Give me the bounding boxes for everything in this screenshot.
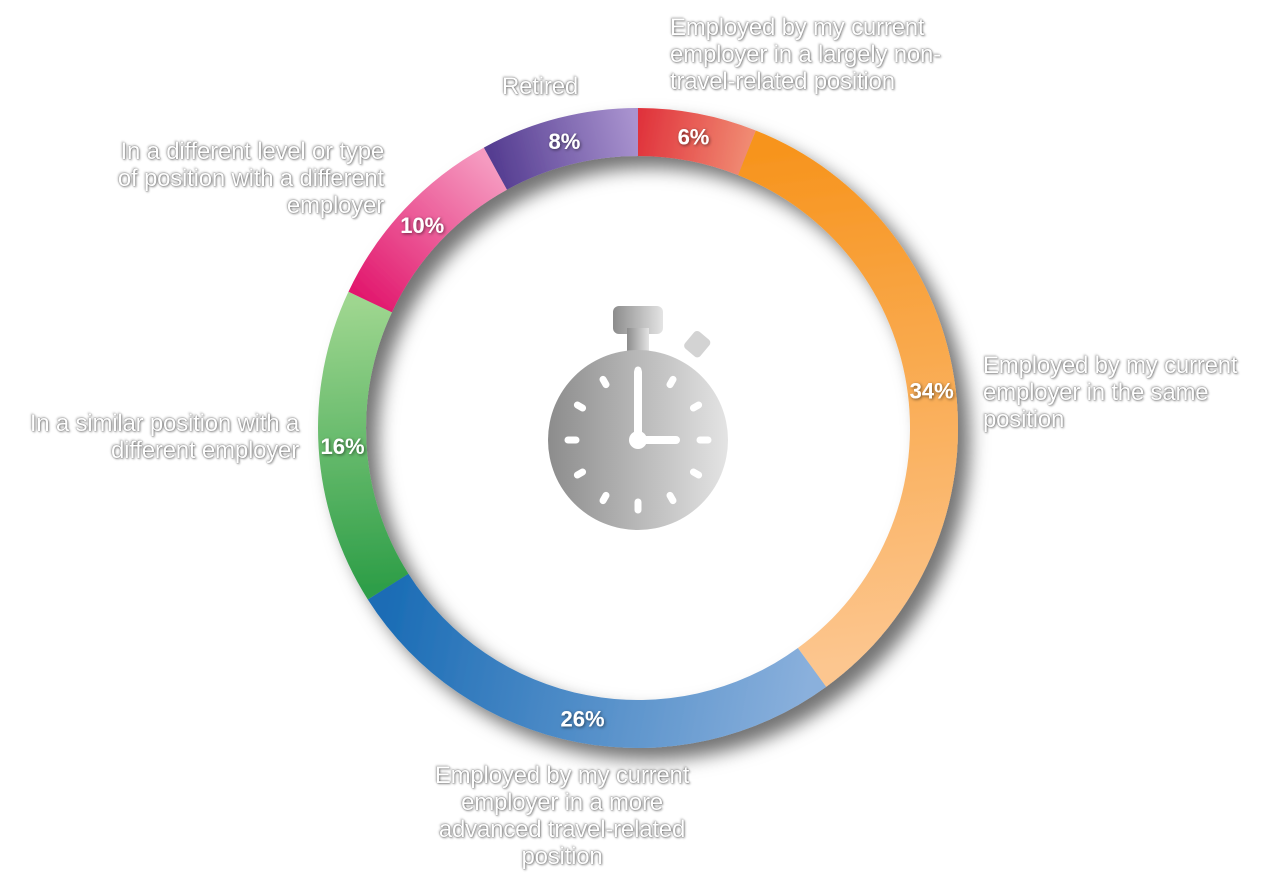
donut-slice <box>483 108 638 190</box>
donut-slice <box>318 291 409 600</box>
slice-value-label: 10% <box>400 213 444 238</box>
stopwatch-icon <box>548 306 728 530</box>
label-current-employer-more-advanced: Employed by my current employer in a mor… <box>434 762 690 870</box>
slice-value-label: 34% <box>910 378 954 403</box>
label-retired: Retired <box>502 73 578 100</box>
donut-ring <box>318 108 959 749</box>
slice-value-label: 8% <box>548 129 580 154</box>
donut-slice <box>638 108 756 176</box>
label-current-employer-non-travel: Employed by my current employer in a lar… <box>670 14 941 95</box>
slice-value-label: 26% <box>561 706 605 731</box>
donut-slice <box>367 573 827 749</box>
donut-slice <box>738 130 959 687</box>
label-similar-position-different-employer: In a similar position with a different e… <box>29 410 299 464</box>
slice-value-label: 16% <box>321 434 365 459</box>
value-labels: 6% 34% 26% 16% 10% 8% <box>321 125 954 732</box>
donut-slice <box>348 147 507 313</box>
slice-value-label: 6% <box>678 125 710 150</box>
label-current-employer-same-position: Employed by my current employer in the s… <box>983 352 1238 433</box>
label-different-level-different-employer: In a different level or type of position… <box>117 138 384 219</box>
